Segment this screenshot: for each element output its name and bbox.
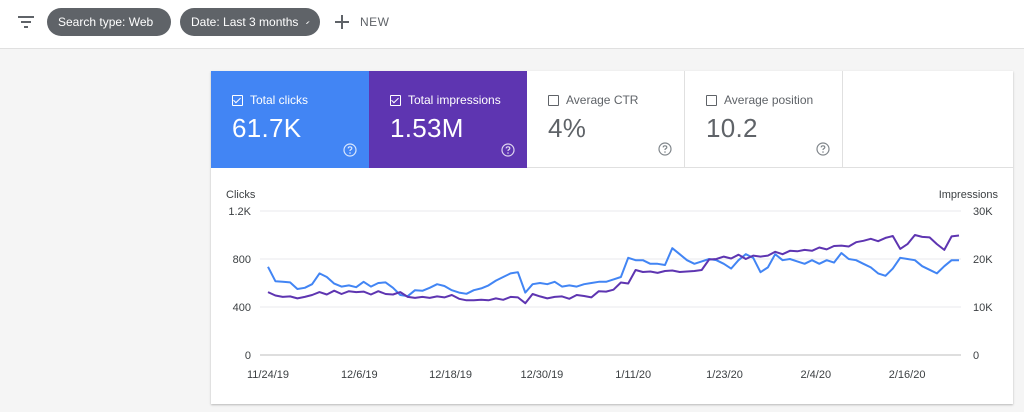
metric-total-impressions[interactable]: Total impressions 1.53M — [369, 71, 527, 168]
top-filter-bar: Search type: Web Date: Last 3 months NEW — [0, 0, 1024, 49]
checkbox-checked-icon[interactable] — [390, 94, 401, 106]
search-type-chip[interactable]: Search type: Web — [47, 8, 171, 36]
metric-value: 4% — [548, 113, 587, 143]
metric-value: 10.2 — [706, 113, 758, 143]
x-tick-label: 11/24/19 — [247, 369, 289, 381]
right-tick-label: 10K — [973, 302, 993, 314]
metric-divider — [843, 167, 1013, 168]
x-tick-label: 1/11/20 — [615, 369, 651, 381]
left-axis-title: Clicks — [226, 189, 256, 201]
plus-icon — [335, 15, 349, 29]
checkbox-unchecked-icon[interactable] — [706, 94, 717, 106]
filter-list-icon[interactable] — [16, 12, 36, 32]
series-line-clicks — [267, 247, 959, 298]
metric-total-clicks[interactable]: Total clicks 61.7K — [211, 71, 369, 168]
left-tick-label: 800 — [233, 254, 251, 266]
x-tick-label: 12/18/19 — [429, 369, 472, 381]
performance-card: Total clicks 61.7K Total impressions 1.5… — [211, 71, 1013, 404]
metric-label: Total impressions — [408, 93, 501, 107]
metric-label: Average position — [724, 93, 814, 107]
x-tick-label: 12/6/19 — [341, 369, 378, 381]
left-tick-label: 0 — [245, 350, 251, 362]
left-tick-label: 1.2K — [228, 206, 251, 218]
help-icon[interactable] — [658, 142, 672, 156]
right-tick-label: 30K — [973, 206, 993, 218]
new-filter-label: NEW — [360, 15, 390, 29]
metric-label: Average CTR — [566, 93, 639, 107]
help-icon[interactable] — [816, 142, 830, 156]
series-line-impressions — [267, 234, 960, 305]
metric-label: Total clicks — [250, 93, 309, 107]
help-icon[interactable] — [343, 143, 357, 157]
date-range-chip[interactable]: Date: Last 3 months — [180, 8, 320, 36]
search-type-chip-label: Search type: Web — [58, 15, 154, 29]
performance-line-chart: Clicks Impressions 0 0 400 10K 800 20K 1.2K 30K… — [226, 189, 999, 381]
x-tick-label: 1/23/20 — [706, 369, 743, 381]
right-tick-label: 20K — [973, 254, 993, 266]
checkbox-checked-icon[interactable] — [232, 94, 243, 106]
date-range-chip-label: Date: Last 3 months — [191, 15, 299, 29]
x-tick-label: 12/30/19 — [520, 369, 563, 381]
right-axis-title: Impressions — [939, 189, 999, 201]
help-icon[interactable] — [501, 143, 515, 157]
metric-average-position[interactable]: Average position 10.2 — [685, 71, 843, 168]
new-filter-button[interactable]: NEW — [334, 8, 390, 36]
right-tick-label: 0 — [973, 350, 979, 362]
metric-value: 1.53M — [390, 113, 464, 143]
pencil-icon — [306, 20, 310, 24]
metric-value: 61.7K — [232, 113, 302, 143]
checkbox-unchecked-icon[interactable] — [548, 94, 559, 106]
x-tick-label: 2/16/20 — [889, 369, 926, 381]
x-tick-label: 2/4/20 — [801, 369, 832, 381]
left-tick-label: 400 — [233, 302, 251, 314]
metric-average-ctr[interactable]: Average CTR 4% — [527, 71, 685, 168]
